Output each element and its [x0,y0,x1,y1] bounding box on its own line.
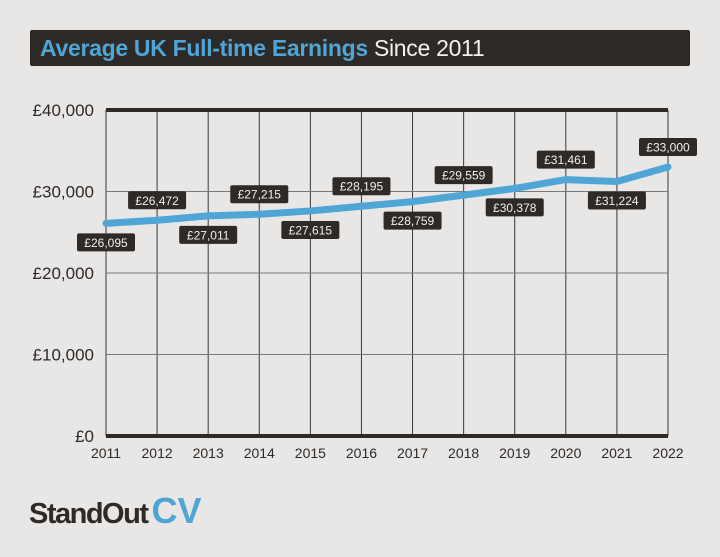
data-label-box [383,211,442,230]
data-label-text: £26,095 [84,236,128,250]
data-label-text: £33,000 [646,141,690,155]
data-label-text: £28,195 [340,180,384,194]
y-tick-label: £40,000 [33,101,94,120]
data-label-box [77,233,135,252]
x-tick-label: 2017 [397,445,428,461]
x-tick-label: 2015 [295,445,326,461]
x-tick-label: 2019 [499,445,530,461]
chart-subtitle: Since 2011 [373,35,485,61]
chart-title-bar: Average UK Full-time Earnings Since 2011 [30,30,690,66]
data-label: £26,472 [128,191,187,210]
data-label-box [434,166,493,185]
y-tick-label: £20,000 [33,264,94,283]
data-label: £28,195 [332,177,391,196]
data-label: £27,011 [179,225,238,244]
data-label: £30,378 [485,198,544,217]
data-label-text: £30,378 [493,201,537,215]
data-label: £29,559 [434,166,493,185]
data-label-box [536,150,595,169]
data-label-text: £31,224 [595,194,639,208]
data-label-box [639,138,697,157]
x-tick-label: 2018 [448,445,479,461]
data-label-box [230,185,289,204]
data-label: £31,224 [587,191,646,210]
earnings-line [102,163,672,227]
data-label-box [281,220,340,239]
x-tick-label: 2013 [193,445,224,461]
y-tick-label: £0 [75,427,94,446]
x-tick-label: 2016 [346,445,377,461]
y-tick-label: £10,000 [33,346,94,365]
logo-cv: CV [151,490,202,531]
data-label: £26,095 [77,233,135,252]
data-label-box [128,191,187,210]
data-label-text: £26,472 [135,194,179,208]
data-label: £31,461 [536,150,595,169]
data-label-box [332,177,391,196]
logo-text: StandOut [29,498,149,530]
data-label-text: £28,759 [391,214,435,228]
standout-cv-logo: StandOut CV [29,490,202,532]
data-label: £33,000 [639,138,697,157]
data-label-text: £27,215 [238,188,282,202]
x-tick-label: 2014 [244,445,275,461]
data-label-box [485,198,544,217]
data-label-text: £27,615 [289,223,333,237]
x-tick-label: 2012 [142,445,173,461]
data-label-text: £31,461 [544,153,588,167]
data-label-box [587,191,646,210]
x-tick-label: 2011 [91,445,121,461]
data-label: £27,215 [230,185,289,204]
data-label-box [179,225,238,244]
data-label: £27,615 [281,220,340,239]
x-tick-label: 2020 [550,445,581,461]
chart-title: Average UK Full-time Earnings [40,35,368,61]
y-tick-label: £30,000 [33,183,94,202]
data-label: £28,759 [383,211,442,230]
data-label-text: £29,559 [442,169,486,183]
data-label-text: £27,011 [187,228,230,242]
x-tick-label: 2021 [601,445,632,461]
x-tick-label: 2022 [652,445,683,461]
